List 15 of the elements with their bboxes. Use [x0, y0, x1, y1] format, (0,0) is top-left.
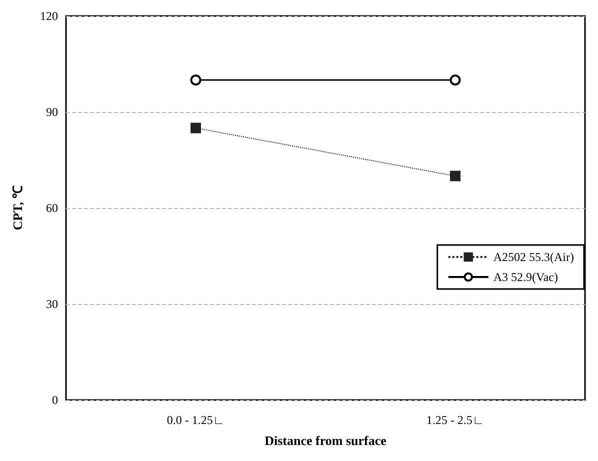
point [450, 170, 460, 182]
x-tick-label: 0.0 - 1.25∟ [166, 413, 225, 427]
y-tick-label: 30 [46, 297, 58, 311]
point [190, 122, 201, 134]
legend-label: A2502 55.3(Air) [493, 250, 574, 264]
y-tick-label: 120 [40, 9, 58, 23]
y-tick-label: 60 [46, 201, 58, 215]
y-tick-label: 0 [52, 393, 58, 407]
point [190, 74, 202, 86]
x-tick-label: 1.25 - 2.5∟ [426, 413, 484, 427]
legend-label: A3 52.9(Vac) [493, 270, 558, 284]
y-axis-title: CPT, ℃ [10, 186, 25, 230]
y-tick-label: 90 [46, 105, 58, 119]
point [450, 74, 461, 86]
x-axis-title: Distance from surface [264, 433, 387, 448]
